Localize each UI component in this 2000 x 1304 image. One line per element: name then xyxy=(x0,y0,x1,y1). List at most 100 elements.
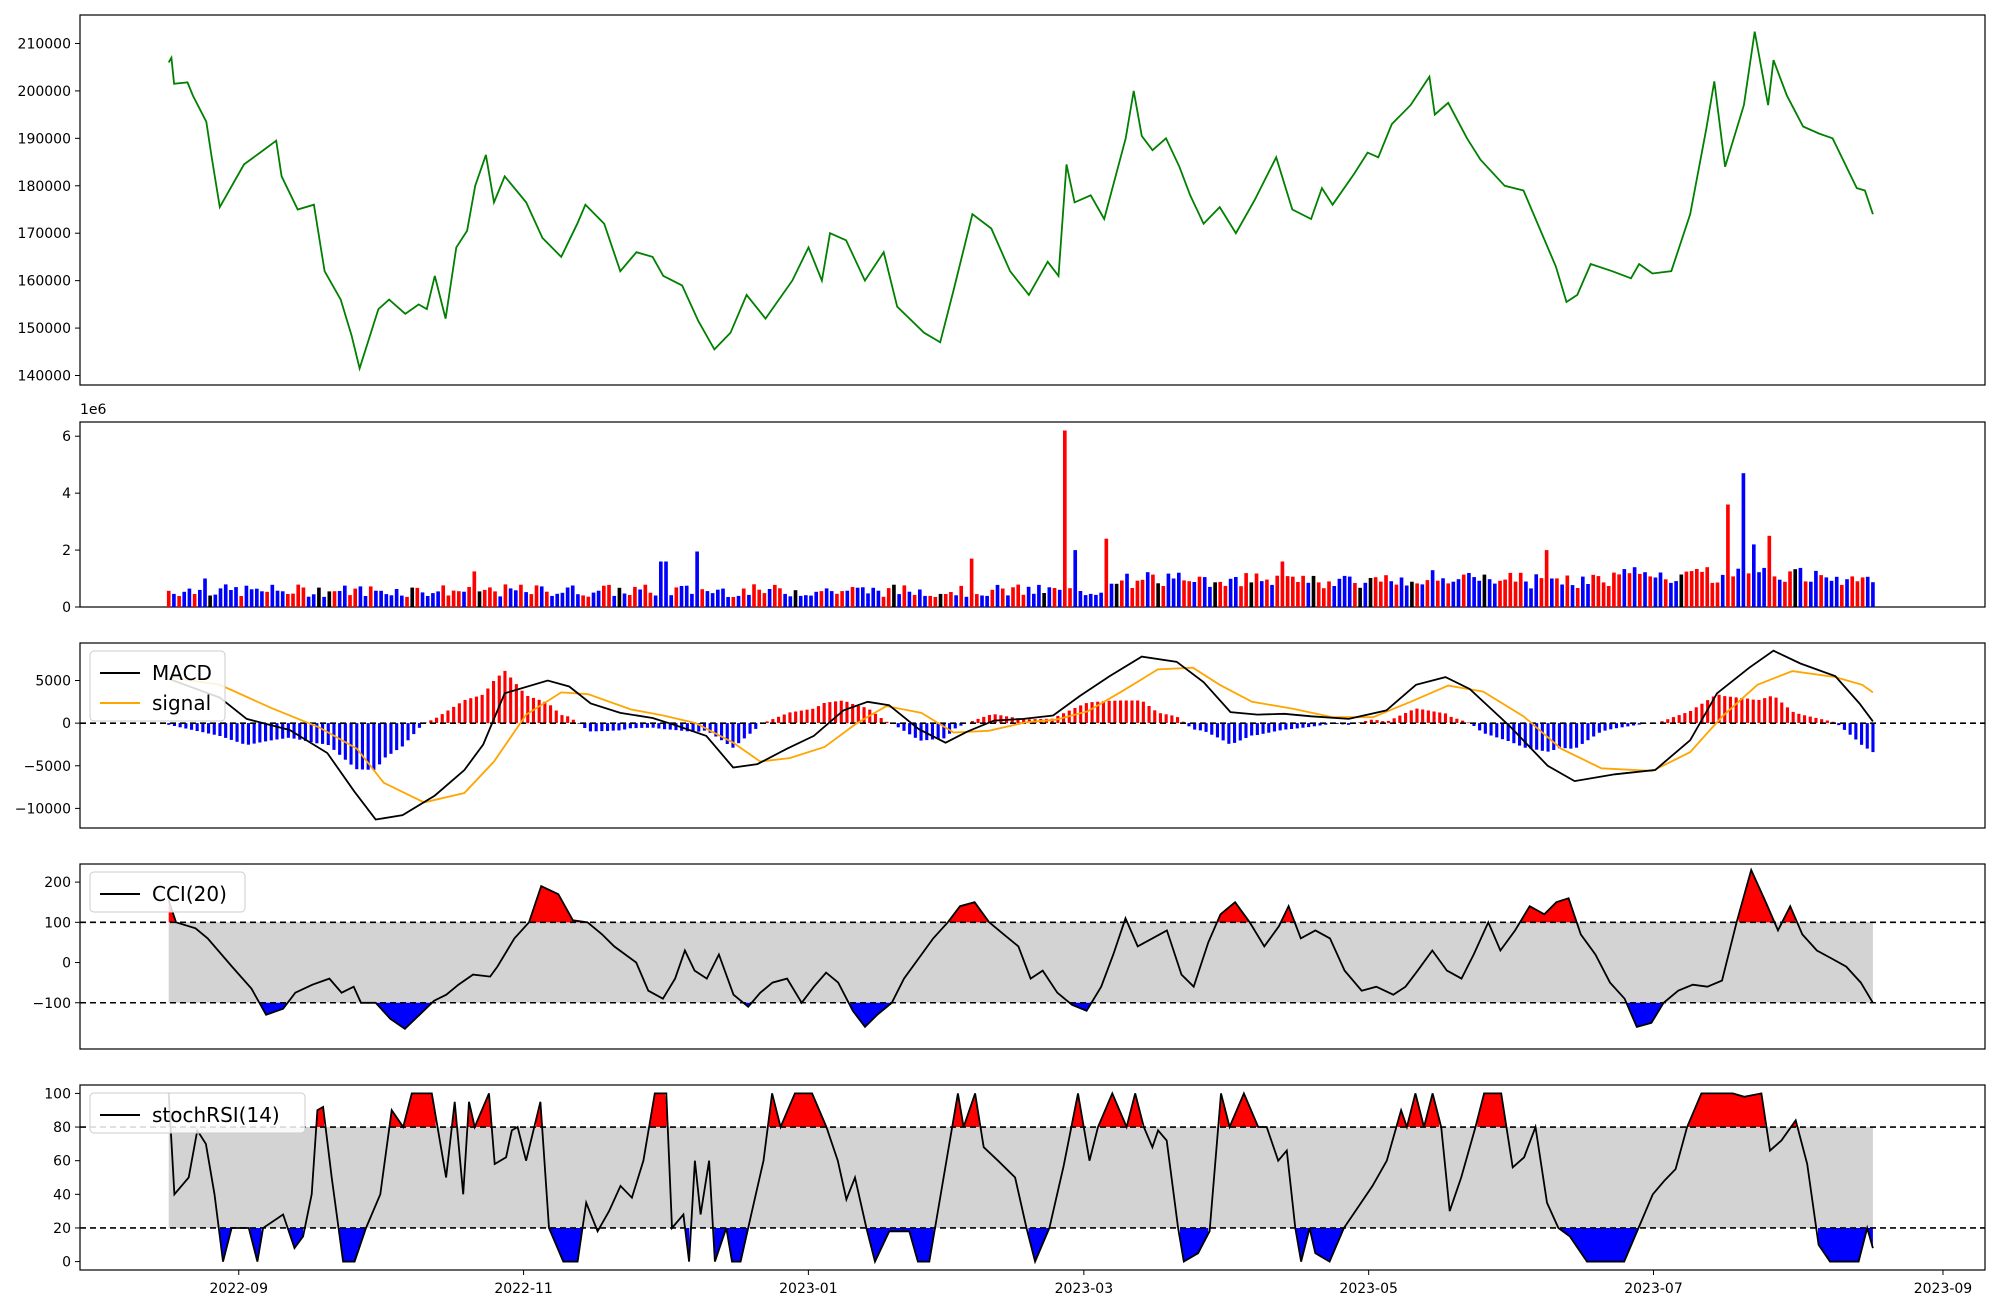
volume-bar xyxy=(903,585,907,607)
volume-bar xyxy=(1586,584,1590,607)
volume-bar xyxy=(359,586,363,607)
volume-bar xyxy=(1711,583,1715,607)
volume-bar xyxy=(426,596,430,607)
macd-histogram-bar xyxy=(1176,717,1179,723)
volume-bar xyxy=(498,596,502,607)
volume-bar xyxy=(550,596,554,607)
volume-bar xyxy=(576,594,580,607)
volume-bar xyxy=(214,595,218,607)
volume-bar xyxy=(296,585,300,607)
macd-histogram-bar xyxy=(1256,723,1259,735)
volume-bar xyxy=(1312,576,1316,607)
macd-histogram-bar xyxy=(1529,723,1532,749)
volume-bar xyxy=(1695,569,1699,607)
macd-histogram-bar xyxy=(281,723,284,739)
volume-bar xyxy=(457,591,461,607)
volume-bar xyxy=(700,589,704,607)
macd-ytick-label: 5000 xyxy=(35,674,71,690)
volume-bar xyxy=(1742,473,1746,607)
macd-histogram-bar xyxy=(1450,717,1453,723)
volume-bar xyxy=(1146,572,1150,607)
volume-bar xyxy=(1830,581,1834,607)
macd-histogram-bar xyxy=(1854,723,1857,739)
volume-bar xyxy=(1011,587,1015,607)
volume-bar xyxy=(1089,594,1093,607)
volume-bar xyxy=(1395,585,1399,607)
volume-bar xyxy=(934,597,938,607)
macd-histogram-bar xyxy=(1142,702,1145,723)
macd-histogram-bar xyxy=(1273,723,1276,731)
macd-histogram-bar xyxy=(1860,723,1863,745)
macd-histogram-bar xyxy=(1763,698,1766,723)
volume-bar xyxy=(1736,569,1740,607)
volume-bar xyxy=(612,596,616,607)
volume-bar xyxy=(757,590,761,607)
volume-bar xyxy=(1022,595,1026,607)
volume-bar xyxy=(410,588,414,607)
volume-offset-label: 1e6 xyxy=(80,402,107,418)
macd-legend-label: signal xyxy=(152,691,211,715)
price-ytick-label: 160000 xyxy=(18,274,71,290)
macd-histogram-bar xyxy=(845,702,848,723)
volume-bar xyxy=(1234,577,1238,607)
volume-bar xyxy=(804,595,808,607)
macd-histogram-bar xyxy=(509,678,512,724)
volume-bar xyxy=(695,552,699,608)
volume-bar xyxy=(1063,431,1067,608)
volume-bar xyxy=(1545,550,1549,607)
volume-bar xyxy=(685,586,689,607)
volume-bar xyxy=(385,594,389,607)
volume-bar xyxy=(949,592,953,607)
volume-bar xyxy=(1607,586,1611,607)
macd-histogram-bar xyxy=(1484,723,1487,734)
volume-bar xyxy=(1115,584,1119,607)
macd-axes-frame xyxy=(80,643,1985,828)
volume-bar xyxy=(1814,571,1818,607)
volume-bar xyxy=(809,596,813,607)
volume-bar xyxy=(649,593,653,607)
stochrsi-ytick-label: 80 xyxy=(53,1120,71,1136)
volume-bar xyxy=(1845,579,1849,607)
volume-bar xyxy=(255,589,259,607)
volume-bar xyxy=(1400,578,1404,608)
macd-histogram-bar xyxy=(754,723,757,729)
volume-bar xyxy=(488,587,492,607)
volume-bar xyxy=(1602,582,1606,607)
volume-bar xyxy=(1519,573,1523,607)
volume-bar xyxy=(851,587,855,607)
volume-bar xyxy=(1182,580,1186,607)
volume-bar xyxy=(1555,578,1559,607)
volume-bar xyxy=(1524,582,1528,608)
volume-bar xyxy=(747,595,751,607)
macd-histogram-bar xyxy=(1678,715,1681,723)
volume-bar xyxy=(1700,572,1704,607)
volume-bar xyxy=(1612,573,1616,607)
volume-bar xyxy=(1617,574,1621,607)
macd-histogram-bar xyxy=(743,723,746,738)
macd-histogram-bar xyxy=(663,723,666,729)
volume-bar xyxy=(390,595,394,607)
signal-series-line xyxy=(169,668,1873,803)
volume-bar xyxy=(581,595,585,607)
volume-bar xyxy=(1105,539,1109,607)
volume-bar xyxy=(1685,572,1689,607)
macd-histogram-bar xyxy=(1244,723,1247,738)
macd-histogram-bar xyxy=(469,698,472,723)
volume-bar xyxy=(473,571,477,607)
volume-bar xyxy=(1369,578,1373,607)
macd-panel xyxy=(75,643,1985,828)
volume-bar xyxy=(1591,575,1595,607)
volume-bar xyxy=(333,591,337,607)
macd-histogram-bar xyxy=(788,712,791,723)
volume-bar xyxy=(1198,577,1202,607)
macd-histogram-bar xyxy=(1148,706,1151,723)
volume-bar xyxy=(1421,584,1425,607)
volume-bar xyxy=(400,596,404,607)
volume-bar xyxy=(182,592,186,607)
macd-histogram-bar xyxy=(902,723,905,731)
macd-histogram-bar xyxy=(230,723,233,740)
volume-bar xyxy=(1260,581,1264,607)
price-ytick-label: 210000 xyxy=(18,36,71,52)
macd-histogram-bar xyxy=(595,723,598,731)
volume-bar xyxy=(1364,583,1368,607)
